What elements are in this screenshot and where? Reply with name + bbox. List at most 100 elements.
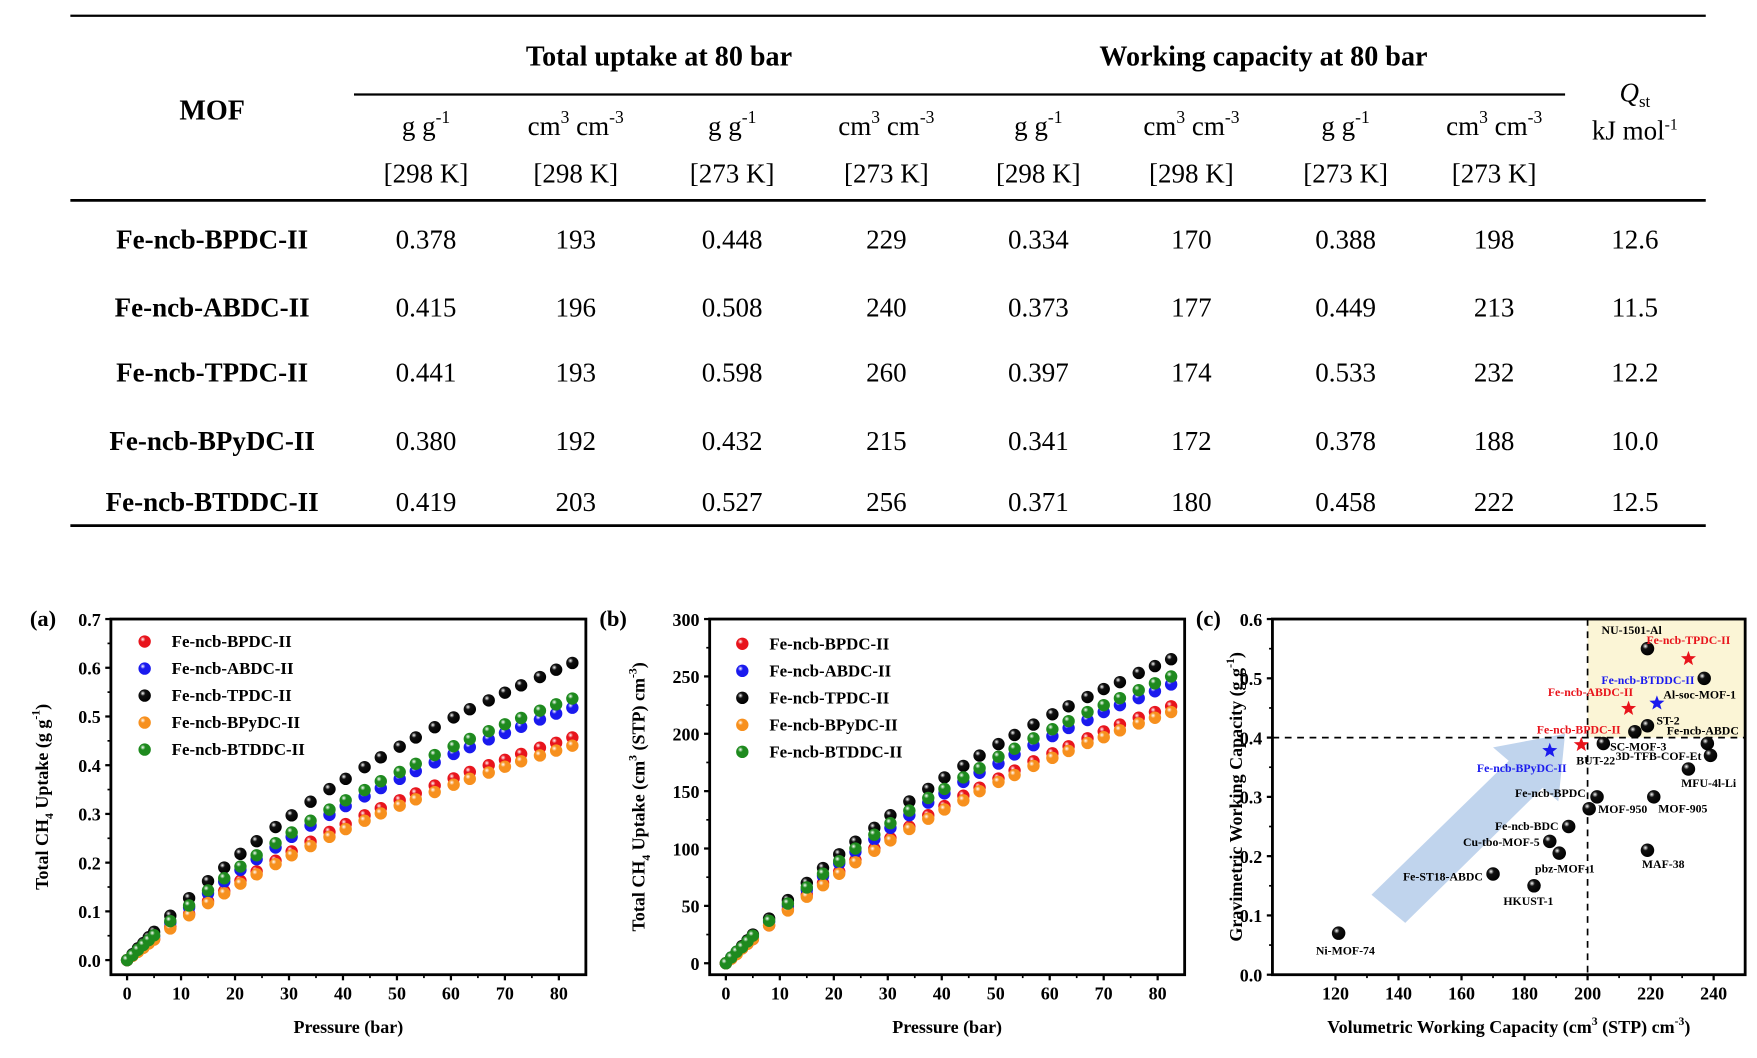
unit-header: cm3 cm-3 — [1446, 107, 1542, 141]
mof-name-cell: Fe-ncb-BTDDC-II — [106, 487, 319, 517]
panel-label: (b) — [599, 606, 626, 631]
temperature-header: [273 K] — [1452, 158, 1537, 188]
data-point — [498, 760, 512, 773]
text-segment: ) — [1684, 1017, 1690, 1038]
text-segment: cm — [1143, 111, 1176, 141]
value-cell: 188 — [1474, 426, 1515, 456]
star-label: Fe-ncb-BPyDC-II — [1477, 761, 1567, 775]
temperature-header: [298 K] — [384, 158, 469, 188]
value-cell: 198 — [1474, 225, 1515, 255]
x-tick-label: 50 — [987, 983, 1005, 1003]
data-point — [973, 784, 986, 798]
data-point — [973, 761, 986, 775]
data-point — [992, 775, 1005, 789]
text-segment: g g — [1014, 111, 1048, 141]
y-axis-title: Total CH4 Uptake (g g-1) — [30, 704, 57, 890]
data-point — [816, 867, 830, 880]
supscript: -1 — [30, 710, 43, 720]
data-point — [1697, 671, 1711, 686]
x-tick-label: 50 — [388, 983, 406, 1003]
legend-marker — [138, 635, 151, 648]
x-tick-label: 30 — [879, 983, 897, 1003]
text-segment: Uptake (cm — [628, 761, 649, 855]
text-segment: cm — [1446, 111, 1479, 141]
x-tick-label: 80 — [550, 983, 568, 1003]
data-point — [393, 765, 406, 779]
unit-header: g g-1 — [708, 107, 756, 141]
table-row: Fe-ncb-BTDDC-II 0.419 203 0.527 256 0.371 180 0… — [106, 487, 1659, 517]
data-point — [304, 814, 317, 827]
data-point — [746, 929, 760, 942]
data-point — [304, 839, 317, 853]
star-label: Fe-ncb-ABDC-II — [1548, 685, 1634, 699]
data-point — [903, 822, 916, 836]
supscript: -1 — [1048, 107, 1063, 127]
mof-column-header: MOF — [179, 95, 245, 126]
data-table: MOF Total uptake at 80 bar Working capac… — [70, 14, 1706, 528]
value-cell: 0.397 — [1008, 358, 1069, 388]
legend-marker — [736, 637, 749, 650]
data-point — [1097, 682, 1110, 696]
star-marker — [1680, 650, 1696, 666]
point-label: BUT-22 — [1576, 753, 1615, 767]
value-cell: 0.373 — [1008, 292, 1069, 322]
text-segment: ) — [1226, 652, 1247, 658]
y-tick-label: 0.0 — [78, 951, 101, 971]
data-point — [234, 877, 247, 890]
temperature-header: [298 K] — [996, 158, 1081, 188]
data-point — [1561, 819, 1576, 834]
supscript: -1 — [436, 107, 451, 127]
data-point — [358, 783, 371, 797]
data-point — [164, 914, 177, 928]
text-segment: Gravimetric Working Capacity (g g — [1226, 668, 1247, 942]
y-tick-label: 0.1 — [78, 902, 101, 922]
x-tick-label: 10 — [771, 983, 789, 1003]
subscript: 4 — [640, 855, 653, 861]
data-point — [992, 750, 1005, 763]
x-tick-label: 0 — [123, 983, 132, 1003]
data-point — [938, 803, 951, 816]
supscript: -1 — [742, 107, 757, 127]
working-capacity-header: Working capacity at 80 bar — [1099, 41, 1427, 72]
legend-marker — [736, 718, 749, 732]
y-tick-label: 300 — [673, 610, 700, 630]
qst-unit-sup: -1 — [1665, 116, 1678, 133]
qst-unit-text: kJ mol — [1592, 116, 1665, 146]
data-point — [957, 771, 970, 784]
text-segment: Pressure (bar) — [293, 1017, 403, 1038]
subscript: 4 — [43, 813, 56, 819]
temperature-header: [298 K] — [533, 158, 618, 188]
temperature-header: [273 K] — [1303, 158, 1388, 188]
data-point — [1640, 641, 1655, 656]
text-segment: ) — [628, 662, 649, 668]
legend-marker — [138, 662, 151, 675]
data-point — [833, 867, 846, 880]
data-point — [514, 720, 528, 733]
data-point — [973, 749, 986, 762]
data-point — [957, 759, 970, 773]
series-Fe-ncb-BTDDC-II — [120, 692, 579, 967]
series-Fe-ncb-BPyDC-II — [120, 739, 579, 967]
unit-header: g g-1 — [1014, 107, 1062, 141]
y-tick-label: 0.5 — [78, 707, 101, 727]
data-point — [549, 744, 563, 757]
data-point — [514, 755, 528, 768]
y-tick-label: 0.0 — [1240, 965, 1263, 985]
table-row: Fe-ncb-TPDC-II 0.441 193 0.598 260 0.397 174 0.… — [116, 358, 1658, 388]
value-cell: 232 — [1474, 358, 1515, 388]
data-point — [1148, 711, 1162, 724]
data-point — [234, 847, 247, 861]
value-cell: 193 — [555, 225, 596, 255]
x-tick-label: 140 — [1385, 983, 1412, 1003]
star-marker — [1649, 695, 1665, 710]
data-point — [269, 857, 282, 871]
data-point — [1132, 666, 1145, 680]
data-point — [374, 751, 387, 764]
chart-b: 0 10 20 30 40 50 60 70 80 0 50 100 150 200 250 300 Press… — [599, 606, 1187, 1038]
total-uptake-header: Total uptake at 80 bar — [526, 41, 792, 72]
data-point — [781, 897, 795, 910]
text-segment: Total CH — [32, 819, 52, 890]
value-cell: 0.508 — [702, 292, 763, 322]
y-tick-label: 200 — [673, 725, 700, 745]
data-point — [1132, 683, 1145, 697]
